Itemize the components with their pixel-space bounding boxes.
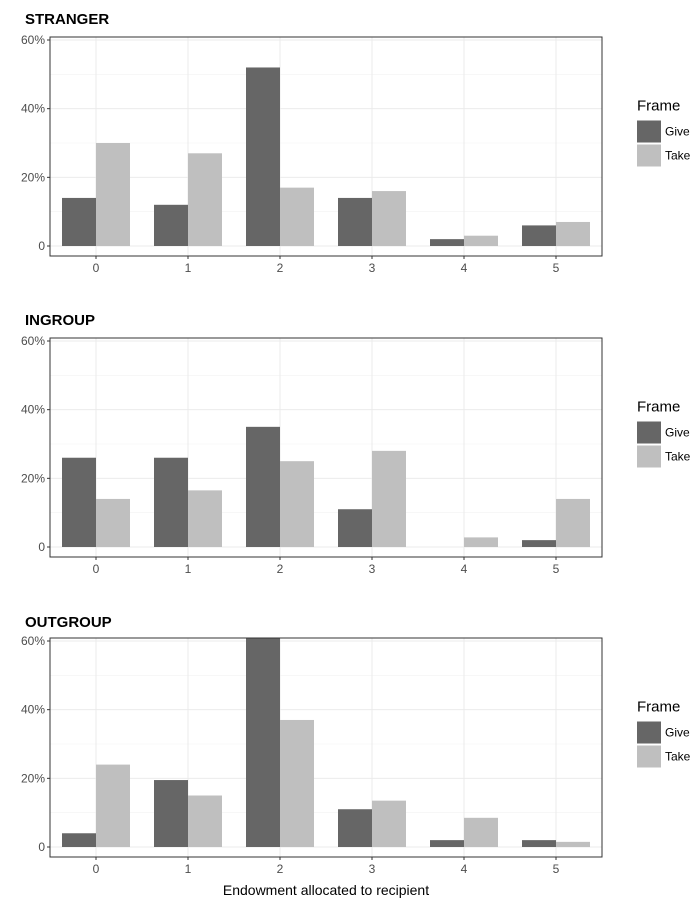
bar-take-3: [372, 450, 406, 547]
bar-give-3: [338, 809, 372, 847]
bar-take-0: [96, 764, 130, 847]
y-tick-label: 0: [38, 840, 45, 854]
bar-give-0: [62, 457, 96, 547]
legend-key-give: [637, 120, 661, 143]
x-tick-label: 4: [461, 261, 468, 275]
bar-take-1: [188, 795, 222, 847]
legend-key-take: [637, 445, 661, 468]
bar-give-1: [154, 204, 188, 246]
y-tick-label: 40%: [21, 403, 45, 417]
x-tick-label: 2: [277, 562, 284, 576]
legend-label-take: Take: [665, 750, 691, 764]
x-axis-title: Endowment allocated to recipient: [223, 882, 429, 898]
y-tick-label: 60%: [21, 634, 45, 648]
bar-take-2: [280, 719, 314, 847]
bar-give-4: [430, 239, 464, 246]
legend-title: Frame: [637, 699, 680, 716]
panel-title: OUTGROUP: [25, 614, 112, 631]
bar-give-4: [430, 840, 464, 847]
y-tick-label: 60%: [21, 334, 45, 348]
bar-give-3: [338, 509, 372, 547]
legend-key-take: [637, 745, 661, 768]
plot-area: [50, 638, 602, 857]
bar-give-0: [62, 833, 96, 847]
bar-take-1: [188, 490, 222, 547]
x-tick-label: 0: [93, 862, 100, 876]
x-tick-label: 4: [461, 862, 468, 876]
y-tick-label: 40%: [21, 703, 45, 717]
bar-give-5: [522, 540, 556, 547]
legend-label-take: Take: [665, 149, 691, 163]
bar-give-2: [246, 426, 280, 547]
y-tick-label: 40%: [21, 102, 45, 116]
x-tick-label: 0: [93, 261, 100, 275]
legend-key-take: [637, 144, 661, 167]
bar-take-1: [188, 153, 222, 246]
bar-give-0: [62, 197, 96, 246]
x-tick-label: 5: [553, 862, 560, 876]
x-tick-label: 3: [369, 562, 376, 576]
panel-title: INGROUP: [25, 312, 95, 329]
y-tick-label: 20%: [21, 471, 45, 485]
y-tick-label: 20%: [21, 170, 45, 184]
legend-key-give: [637, 421, 661, 444]
plot-area: [50, 338, 602, 557]
plot-border: [49, 36, 603, 257]
legend-title: Frame: [637, 98, 680, 115]
legend-key-give: [637, 721, 661, 744]
x-tick-label: 5: [553, 562, 560, 576]
bar-give-2: [246, 67, 280, 246]
legend-label-give: Give: [665, 125, 690, 139]
bar-give-5: [522, 840, 556, 847]
bar-take-0: [96, 143, 130, 246]
x-tick-label: 3: [369, 261, 376, 275]
x-tick-label: 5: [553, 261, 560, 275]
bar-take-5: [556, 221, 590, 246]
x-tick-label: 2: [277, 862, 284, 876]
bar-give-1: [154, 457, 188, 547]
legend-label-give: Give: [665, 726, 690, 740]
plot-border: [49, 637, 603, 858]
x-tick-label: 1: [185, 862, 192, 876]
bar-take-4: [464, 537, 498, 547]
x-tick-label: 1: [185, 261, 192, 275]
x-tick-label: 0: [93, 562, 100, 576]
y-tick-label: 20%: [21, 771, 45, 785]
bar-take-4: [464, 817, 498, 847]
bar-take-0: [96, 498, 130, 547]
x-tick-label: 4: [461, 562, 468, 576]
y-tick-label: 0: [38, 239, 45, 253]
legend-title: Frame: [637, 399, 680, 416]
x-tick-label: 1: [185, 562, 192, 576]
y-tick-label: 0: [38, 540, 45, 554]
plot-border: [49, 337, 603, 558]
y-tick-label: 60%: [21, 33, 45, 47]
bar-give-3: [338, 197, 372, 246]
panel-title: STRANGER: [25, 11, 109, 28]
bar-take-2: [280, 461, 314, 547]
bar-take-3: [372, 800, 406, 847]
legend-label-take: Take: [665, 450, 691, 464]
bar-give-5: [522, 225, 556, 246]
plot-area: [50, 37, 602, 256]
x-tick-label: 2: [277, 261, 284, 275]
bar-take-2: [280, 187, 314, 246]
bar-take-5: [556, 841, 590, 847]
bar-give-1: [154, 780, 188, 847]
legend-label-give: Give: [665, 426, 690, 440]
bar-take-5: [556, 498, 590, 547]
x-tick-label: 3: [369, 862, 376, 876]
bar-take-3: [372, 191, 406, 246]
bar-take-4: [464, 235, 498, 246]
bar-give-2: [246, 637, 280, 847]
